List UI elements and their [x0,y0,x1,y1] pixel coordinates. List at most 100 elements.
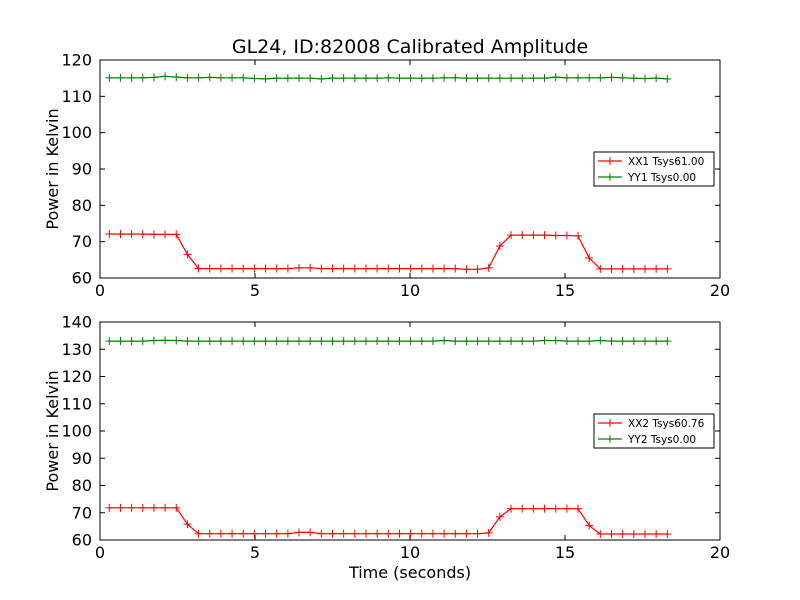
data-point [473,74,482,83]
data-point [507,74,516,83]
data-point [574,504,583,513]
y-tick-label: 60 [72,269,92,288]
x-axis-label: Time (seconds) [348,563,471,582]
data-point [350,74,359,83]
legend-label: YY2 Tsys0.00 [627,434,696,446]
data-point [194,337,203,346]
data-point [373,529,382,538]
data-point [395,264,404,273]
data-point [328,529,337,538]
data-point [138,73,147,82]
data-point [562,231,571,240]
data-point [172,336,181,345]
y-axis-label: Power in Kelvin [43,108,62,229]
data-point [652,337,661,346]
top-panel: 0 5 10 15 20 60 70 80 90 100 110 120 Power in Kelvin… [43,51,730,301]
data-point [361,74,370,83]
data-point [350,337,359,346]
data-point [183,520,192,529]
y-tick-label: 90 [72,449,92,468]
data-point [395,74,404,83]
data-point [428,337,437,346]
data-point [663,264,672,273]
data-point [228,529,237,538]
data-point [105,337,114,346]
data-point [205,337,214,346]
data-point [339,264,348,273]
data-point [228,337,237,346]
data-point [384,264,393,273]
data-point [138,503,147,512]
data-point [440,529,449,538]
series-yy1 [105,72,672,83]
data-point [183,73,192,82]
data-point [127,337,136,346]
data-point [518,74,527,83]
legend-item: YY2 Tsys0.00 [598,434,696,446]
data-point [417,74,426,83]
data-point [261,74,270,83]
y-tick-label: 140 [61,313,92,332]
data-point [462,265,471,274]
data-point [473,265,482,274]
data-point [629,530,638,539]
data-point [250,264,259,273]
data-point [417,264,426,273]
y-tick-label: 80 [72,196,92,215]
data-point [261,264,270,273]
data-point [317,74,326,83]
data-point [395,337,404,346]
data-point [228,73,237,82]
data-point [239,73,248,82]
data-point [216,264,225,273]
data-point [428,264,437,273]
y-tick-label: 70 [72,503,92,522]
data-point [529,504,538,513]
data-point [183,250,192,259]
data-point [484,74,493,83]
data-point [283,337,292,346]
data-point [585,521,594,530]
x-tick-label: 20 [710,281,730,300]
data-point [317,529,326,538]
data-point [607,337,616,346]
data-point [361,529,370,538]
data-point [239,529,248,538]
legend-item: YY1 Tsys0.00 [598,172,696,184]
legend-item: XX2 Tsys60.76 [598,418,705,430]
data-point [507,337,516,346]
data-point [194,264,203,273]
x-tick-label: 5 [250,543,260,562]
data-point [462,337,471,346]
data-point [540,336,549,345]
y-tick-label: 90 [72,160,92,179]
data-point [295,528,304,537]
y-tick-label: 120 [61,367,92,386]
data-point [618,530,627,539]
data-point [663,530,672,539]
data-point [562,504,571,513]
data-point [484,263,493,272]
data-point [495,242,504,251]
data-point [295,263,304,272]
data-point [183,337,192,346]
data-point [216,337,225,346]
data-point [428,74,437,83]
data-point [540,504,549,513]
data-point [640,337,649,346]
data-point [484,337,493,346]
data-point [406,74,415,83]
data-point [116,230,125,239]
data-point [607,530,616,539]
y-tick-label: 70 [72,232,92,251]
data-point [462,74,471,83]
data-point [596,264,605,273]
data-point [585,73,594,82]
data-point [618,264,627,273]
data-point [239,264,248,273]
legend-label: YY1 Tsys0.00 [627,172,696,184]
data-point [172,73,181,82]
data-point [406,529,415,538]
data-point [518,337,527,346]
data-point [250,529,259,538]
